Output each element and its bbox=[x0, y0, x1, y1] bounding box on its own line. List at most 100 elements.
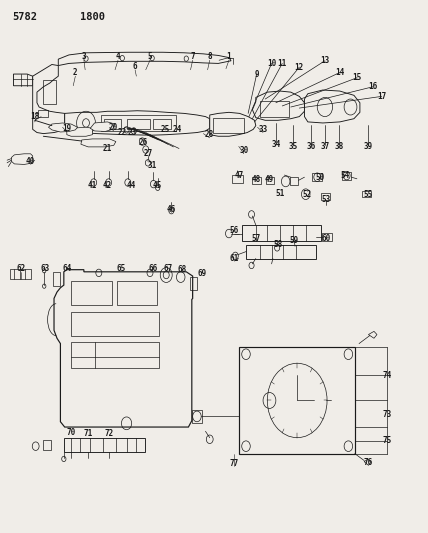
Bar bbox=[213, 118, 244, 133]
Text: 44: 44 bbox=[126, 181, 135, 190]
Bar bbox=[53, 272, 60, 286]
Text: 5: 5 bbox=[148, 52, 152, 61]
Text: 65: 65 bbox=[116, 264, 126, 273]
Polygon shape bbox=[12, 154, 33, 165]
Text: 23: 23 bbox=[128, 128, 137, 137]
Text: 71: 71 bbox=[83, 430, 93, 439]
Text: 37: 37 bbox=[320, 142, 330, 151]
Text: 1: 1 bbox=[226, 52, 231, 61]
Text: 26: 26 bbox=[139, 138, 148, 147]
Text: 27: 27 bbox=[143, 149, 152, 158]
Text: 36: 36 bbox=[306, 142, 316, 151]
Text: 13: 13 bbox=[320, 56, 330, 65]
Polygon shape bbox=[67, 127, 92, 136]
Text: 4: 4 bbox=[116, 52, 120, 61]
Polygon shape bbox=[33, 64, 65, 134]
Text: 14: 14 bbox=[335, 68, 345, 77]
Bar bbox=[104, 119, 121, 129]
Text: 62: 62 bbox=[17, 264, 26, 273]
Text: 59: 59 bbox=[290, 236, 299, 245]
Bar bbox=[321, 233, 332, 241]
Bar bbox=[239, 348, 355, 454]
Text: 21: 21 bbox=[103, 144, 112, 153]
Text: 64: 64 bbox=[62, 264, 71, 273]
Bar bbox=[190, 277, 197, 290]
Text: 34: 34 bbox=[271, 140, 280, 149]
Bar bbox=[42, 440, 51, 450]
Text: 16: 16 bbox=[368, 82, 377, 91]
Text: 18: 18 bbox=[30, 112, 39, 121]
Text: 7: 7 bbox=[190, 52, 195, 61]
Text: 10: 10 bbox=[267, 59, 276, 68]
Bar bbox=[290, 177, 298, 184]
Bar bbox=[321, 192, 330, 200]
Text: 72: 72 bbox=[104, 430, 113, 439]
Text: 67: 67 bbox=[163, 264, 172, 273]
Text: 47: 47 bbox=[235, 171, 244, 180]
Text: 8: 8 bbox=[208, 52, 212, 61]
Text: 45: 45 bbox=[153, 181, 162, 190]
Polygon shape bbox=[253, 91, 304, 120]
Text: 52: 52 bbox=[302, 190, 312, 199]
Text: 73: 73 bbox=[382, 410, 391, 419]
Text: 53: 53 bbox=[321, 195, 330, 204]
Text: 11: 11 bbox=[278, 59, 287, 68]
Text: 58: 58 bbox=[273, 240, 282, 249]
Text: 12: 12 bbox=[295, 63, 304, 71]
Text: 56: 56 bbox=[230, 227, 239, 236]
Text: 38: 38 bbox=[334, 142, 344, 151]
Text: 20: 20 bbox=[109, 123, 119, 132]
Polygon shape bbox=[304, 90, 360, 123]
Bar bbox=[153, 119, 171, 129]
Text: 57: 57 bbox=[251, 234, 260, 243]
Text: 6: 6 bbox=[133, 62, 137, 70]
Text: 1800: 1800 bbox=[80, 12, 104, 22]
Text: 74: 74 bbox=[382, 371, 391, 380]
Text: 17: 17 bbox=[377, 92, 386, 101]
Polygon shape bbox=[48, 123, 77, 132]
Bar bbox=[71, 281, 112, 305]
Text: 40: 40 bbox=[26, 157, 35, 166]
Polygon shape bbox=[14, 74, 33, 86]
Polygon shape bbox=[54, 270, 193, 427]
Bar bbox=[71, 312, 158, 336]
Bar bbox=[43, 80, 56, 104]
Text: 41: 41 bbox=[88, 181, 97, 190]
Bar bbox=[101, 115, 175, 131]
Text: 28: 28 bbox=[205, 130, 214, 139]
Bar bbox=[242, 225, 321, 241]
Text: 51: 51 bbox=[276, 189, 285, 198]
Text: 22: 22 bbox=[118, 128, 127, 137]
Text: 60: 60 bbox=[321, 234, 330, 243]
Text: 77: 77 bbox=[230, 459, 239, 467]
Bar bbox=[127, 119, 150, 129]
Bar bbox=[312, 173, 322, 181]
Bar bbox=[38, 110, 48, 117]
Text: 2: 2 bbox=[73, 68, 77, 77]
Bar bbox=[64, 438, 145, 451]
Text: 69: 69 bbox=[197, 270, 207, 278]
Text: 75: 75 bbox=[382, 437, 391, 446]
Text: 39: 39 bbox=[364, 142, 373, 151]
Text: 48: 48 bbox=[251, 175, 260, 184]
Text: 63: 63 bbox=[41, 264, 50, 273]
Text: 68: 68 bbox=[177, 265, 187, 274]
Bar bbox=[253, 176, 261, 184]
Text: 54: 54 bbox=[341, 171, 350, 180]
Text: 5782: 5782 bbox=[13, 12, 38, 22]
Text: 46: 46 bbox=[167, 205, 176, 214]
Text: 31: 31 bbox=[148, 161, 157, 170]
Text: 3: 3 bbox=[82, 52, 86, 61]
Bar bbox=[363, 191, 371, 197]
Bar bbox=[266, 176, 274, 184]
Text: 30: 30 bbox=[239, 146, 249, 155]
Bar bbox=[71, 342, 158, 368]
Text: 66: 66 bbox=[149, 264, 158, 273]
Bar bbox=[232, 175, 243, 182]
Text: 15: 15 bbox=[352, 73, 362, 82]
Polygon shape bbox=[65, 111, 210, 135]
Text: 25: 25 bbox=[160, 125, 169, 134]
Text: 55: 55 bbox=[364, 190, 373, 199]
Text: 19: 19 bbox=[62, 124, 71, 133]
Bar bbox=[342, 172, 351, 180]
